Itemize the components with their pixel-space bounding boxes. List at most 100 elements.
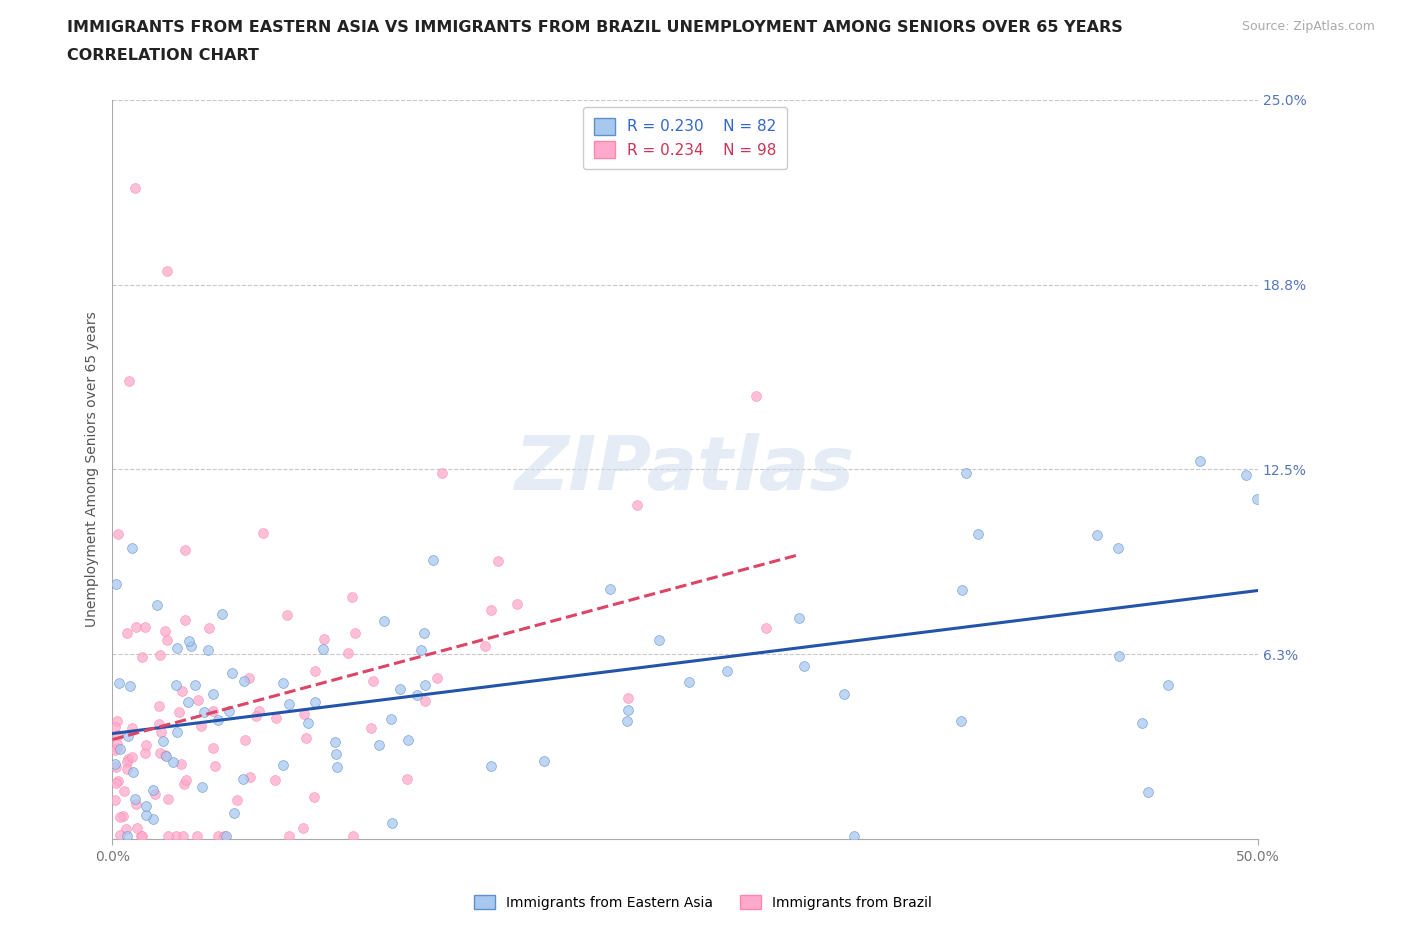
- Legend: R = 0.230    N = 82, R = 0.234    N = 98: R = 0.230 N = 82, R = 0.234 N = 98: [583, 107, 787, 168]
- Point: [273, 675, 295, 690]
- Point: [787, 611, 810, 626]
- Point: [396, 732, 419, 747]
- Point: [481, 758, 503, 773]
- Point: [148, 698, 170, 713]
- Point: [1234, 468, 1257, 483]
- Point: [153, 624, 176, 639]
- Point: [304, 663, 326, 678]
- Point: [155, 748, 177, 763]
- Point: [380, 711, 402, 726]
- Point: [108, 741, 131, 756]
- Point: [430, 465, 453, 480]
- Point: [104, 577, 127, 591]
- Point: [105, 737, 128, 751]
- Point: [198, 621, 221, 636]
- Point: [276, 607, 298, 622]
- Point: [202, 740, 225, 755]
- Point: [118, 679, 141, 694]
- Point: [277, 698, 299, 712]
- Point: [156, 264, 179, 279]
- Point: [124, 620, 146, 635]
- Point: [105, 714, 128, 729]
- Point: [166, 724, 188, 739]
- Point: [304, 695, 326, 710]
- Point: [1189, 453, 1212, 468]
- Point: [678, 675, 700, 690]
- Point: [104, 757, 127, 772]
- Point: [177, 633, 200, 648]
- Point: [360, 721, 382, 736]
- Point: [142, 782, 165, 797]
- Y-axis label: Unemployment Among Seniors over 65 years: Unemployment Among Seniors over 65 years: [86, 312, 100, 628]
- Point: [224, 806, 246, 821]
- Point: [149, 745, 172, 760]
- Point: [474, 639, 496, 654]
- Point: [174, 772, 197, 787]
- Point: [190, 779, 212, 794]
- Point: [361, 673, 384, 688]
- Point: [950, 582, 973, 597]
- Point: [134, 619, 156, 634]
- Point: [599, 581, 621, 596]
- Point: [115, 626, 138, 641]
- Point: [176, 695, 198, 710]
- Point: [110, 828, 132, 843]
- Point: [135, 798, 157, 813]
- Point: [162, 755, 184, 770]
- Point: [148, 716, 170, 731]
- Point: [165, 829, 187, 844]
- Point: [422, 552, 444, 567]
- Point: [413, 625, 436, 640]
- Point: [344, 625, 367, 640]
- Point: [745, 388, 768, 403]
- Point: [131, 650, 153, 665]
- Point: [180, 638, 202, 653]
- Point: [326, 760, 349, 775]
- Point: [197, 643, 219, 658]
- Point: [1085, 528, 1108, 543]
- Point: [413, 677, 436, 692]
- Point: [505, 596, 527, 611]
- Point: [616, 713, 638, 728]
- Point: [367, 737, 389, 752]
- Point: [232, 771, 254, 786]
- Point: [381, 816, 404, 830]
- Point: [129, 829, 152, 844]
- Point: [533, 753, 555, 768]
- Point: [245, 709, 267, 724]
- Point: [271, 757, 294, 772]
- Point: [107, 741, 129, 756]
- Point: [165, 678, 187, 693]
- Point: [193, 705, 215, 720]
- Point: [104, 792, 127, 807]
- Text: ZIPatlas: ZIPatlas: [515, 433, 855, 506]
- Point: [117, 752, 139, 767]
- Point: [187, 692, 209, 707]
- Point: [135, 737, 157, 752]
- Point: [648, 632, 671, 647]
- Point: [842, 829, 865, 844]
- Point: [617, 703, 640, 718]
- Point: [415, 694, 437, 709]
- Point: [716, 664, 738, 679]
- Point: [170, 684, 193, 698]
- Point: [124, 792, 146, 807]
- Point: [207, 829, 229, 844]
- Point: [170, 756, 193, 771]
- Point: [122, 764, 145, 779]
- Point: [156, 632, 179, 647]
- Point: [479, 603, 502, 618]
- Point: [1108, 649, 1130, 664]
- Point: [111, 809, 134, 824]
- Point: [617, 690, 640, 705]
- Point: [190, 719, 212, 734]
- Point: [226, 792, 249, 807]
- Point: [115, 754, 138, 769]
- Point: [411, 643, 433, 658]
- Point: [342, 829, 364, 844]
- Point: [112, 784, 135, 799]
- Point: [292, 707, 315, 722]
- Point: [323, 735, 346, 750]
- Point: [389, 682, 412, 697]
- Point: [174, 543, 197, 558]
